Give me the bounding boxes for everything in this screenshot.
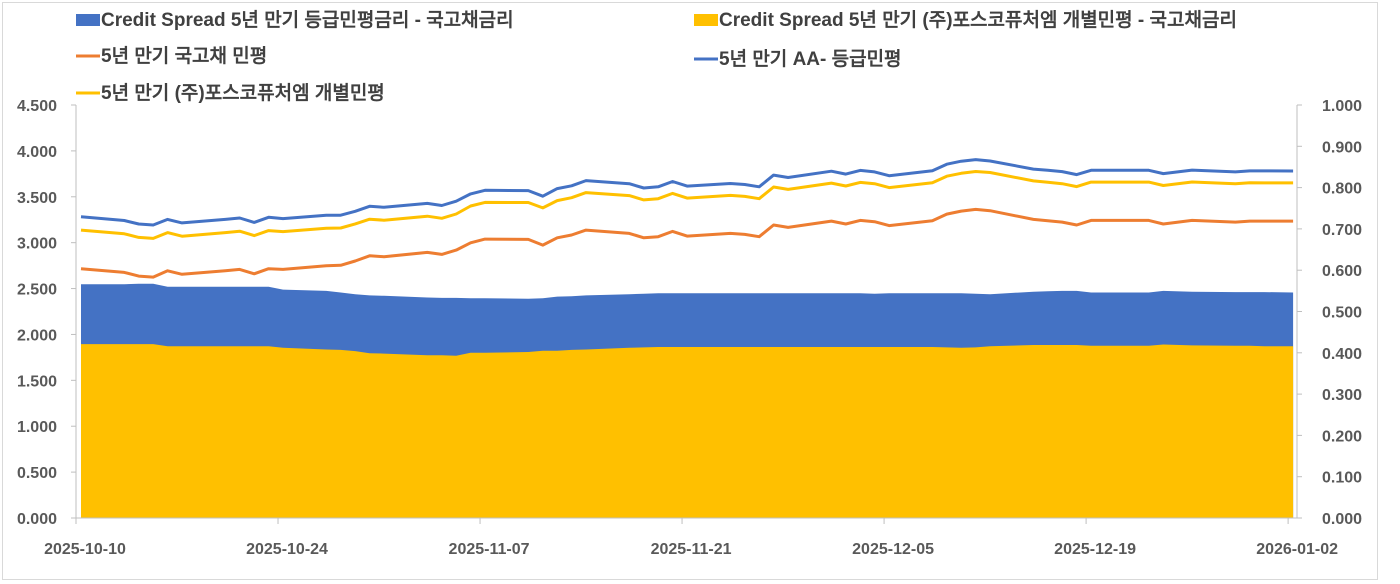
axes: 0.000 0.500 1.000 1.500 2.000 2.500 3.000 3.500… bbox=[17, 98, 1362, 558]
legend-item-treasury: 5년 만기 국고채 민평 bbox=[76, 45, 267, 67]
left-tick-label: 3.000 bbox=[17, 236, 57, 253]
legend-swatch bbox=[694, 14, 718, 26]
right-tick-label: 0.400 bbox=[1322, 346, 1362, 363]
line-series-3 bbox=[80, 158, 1294, 227]
x-tick-label: 2025-10-24 bbox=[246, 541, 328, 558]
line-series bbox=[80, 158, 1294, 279]
left-tick-label: 1.500 bbox=[17, 373, 57, 390]
legend-item-posco: 5년 만기 (주)포스코퓨처엠 개별민평 bbox=[76, 82, 385, 104]
legend-item-aa-spread: Credit Spread 5년 만기 등급민평금리 - 국고채금리 bbox=[76, 9, 514, 31]
legend-label: 5년 만기 (주)포스코퓨처엠 개별민평 bbox=[101, 82, 385, 104]
legend-label: Credit Spread 5년 만기 등급민평금리 - 국고채금리 bbox=[101, 9, 514, 31]
legend-item-posco-spread: Credit Spread 5년 만기 (주)포스코퓨처엠 개별민평 - 국고채… bbox=[694, 9, 1237, 31]
left-tick-label: 3.500 bbox=[17, 190, 57, 207]
legend-label: 5년 만기 국고채 민평 bbox=[101, 45, 267, 67]
left-tick-label: 4.000 bbox=[17, 144, 57, 161]
left-tick-label: 1.000 bbox=[17, 419, 57, 436]
right-tick-label: 1.000 bbox=[1322, 98, 1362, 115]
x-tick-label: 2025-12-05 bbox=[852, 541, 934, 558]
right-tick-label: 0.700 bbox=[1322, 222, 1362, 239]
left-tick-label: 0.000 bbox=[17, 511, 57, 528]
right-tick-label: 0.500 bbox=[1322, 305, 1362, 322]
right-tick-label: 0.100 bbox=[1322, 470, 1362, 487]
right-tick-label: 0.300 bbox=[1322, 387, 1362, 404]
right-tick-label: 0.600 bbox=[1322, 263, 1362, 280]
left-tick-label: 4.500 bbox=[17, 98, 57, 115]
legend-label: Credit Spread 5년 만기 (주)포스코퓨처엠 개별민평 - 국고채… bbox=[719, 9, 1237, 31]
legend-item-aa-minus: 5년 만기 AA- 등급민평 bbox=[694, 48, 902, 70]
x-tick-label: 2026-01-02 bbox=[1256, 541, 1338, 558]
area-series-1 bbox=[81, 344, 1294, 518]
right-tick-label: 0.200 bbox=[1322, 428, 1362, 445]
left-tick-label: 0.500 bbox=[17, 465, 57, 482]
x-tick-label: 2025-12-19 bbox=[1054, 541, 1136, 558]
legend-label: 5년 만기 AA- 등급민평 bbox=[719, 48, 902, 70]
chart-frame bbox=[2, 2, 1378, 580]
right-tick-label: 0.900 bbox=[1322, 139, 1362, 156]
line-series-4 bbox=[80, 170, 1294, 240]
left-tick-label: 2.000 bbox=[17, 327, 57, 344]
legend: Credit Spread 5년 만기 등급민평금리 - 국고채금리 Credi… bbox=[76, 9, 1237, 104]
legend-swatch bbox=[76, 14, 100, 26]
line-series-2 bbox=[80, 207, 1294, 279]
left-tick-label: 2.500 bbox=[17, 282, 57, 299]
right-tick-label: 0.000 bbox=[1322, 511, 1362, 528]
right-tick-label: 0.800 bbox=[1322, 181, 1362, 198]
x-tick-label: 2025-11-21 bbox=[651, 541, 732, 558]
area-series bbox=[81, 283, 1294, 518]
x-tick-label: 2025-11-07 bbox=[449, 541, 530, 558]
x-tick-label: 2025-10-10 bbox=[44, 541, 126, 558]
